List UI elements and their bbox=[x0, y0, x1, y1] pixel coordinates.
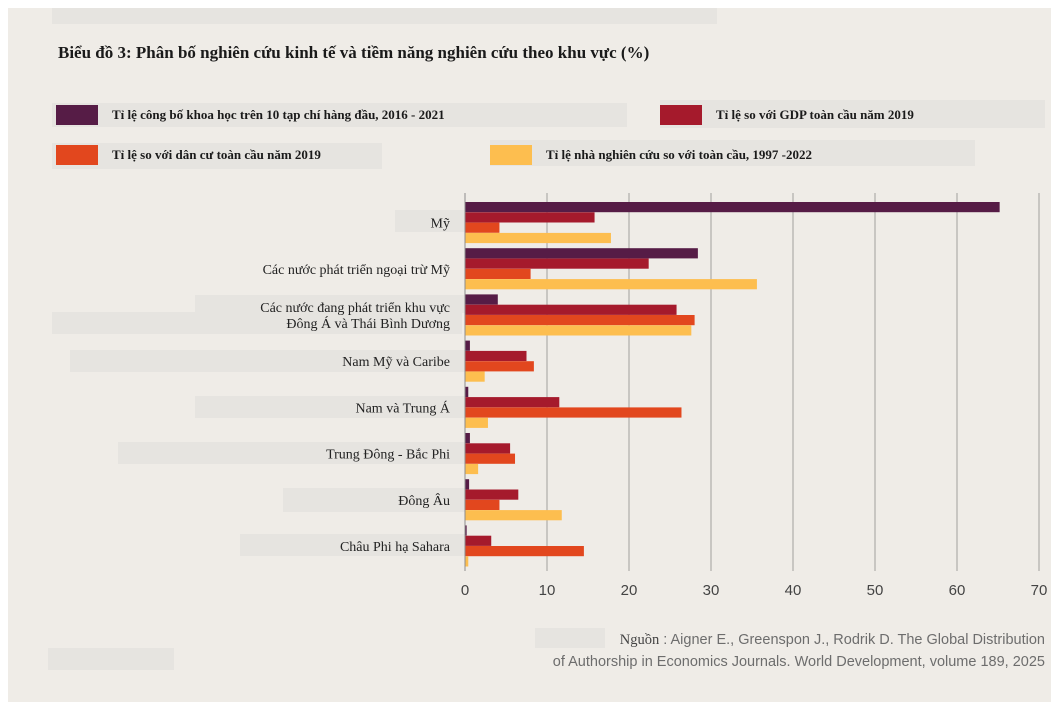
source-line-2: of Authorship in Economics Journals. Wor… bbox=[552, 654, 1045, 670]
bar bbox=[465, 479, 470, 490]
bar bbox=[465, 453, 516, 464]
background-smudge bbox=[52, 143, 382, 169]
background-smudge bbox=[535, 628, 605, 648]
background-smudge bbox=[195, 295, 465, 313]
background-smudge bbox=[240, 534, 465, 556]
bar bbox=[465, 258, 649, 269]
bar bbox=[465, 350, 527, 362]
legend-item-researchers: Tỉ lệ nhà nghiên cứu so với toàn cầu, 19… bbox=[490, 145, 812, 165]
bar bbox=[465, 546, 584, 557]
category-label: Mỹ bbox=[431, 217, 450, 232]
legend-label: Tỉ lệ so với dân cư toàn cầu năm 2019 bbox=[112, 147, 321, 162]
bar bbox=[465, 443, 511, 454]
x-tick-label: 20 bbox=[621, 582, 638, 599]
x-tick-label: 40 bbox=[785, 582, 802, 599]
category-label: Trung Đông - Bắc Phi bbox=[326, 448, 450, 463]
legend-label: Tỉ lệ công bố khoa học trên 10 tạp chí h… bbox=[112, 107, 445, 122]
bar bbox=[465, 407, 682, 418]
bar bbox=[465, 433, 470, 444]
category-label: Đông Âu bbox=[398, 492, 450, 509]
x-tick-label: 50 bbox=[867, 582, 884, 599]
bar bbox=[465, 397, 560, 408]
bar bbox=[465, 232, 611, 244]
bar bbox=[465, 371, 485, 382]
background-smudge bbox=[52, 312, 462, 334]
bar bbox=[465, 268, 531, 279]
background-smudge bbox=[118, 442, 465, 464]
bar bbox=[465, 212, 595, 223]
category-label: Nam và Trung Á bbox=[355, 399, 450, 416]
legend-swatch bbox=[490, 145, 532, 165]
bar bbox=[465, 525, 467, 536]
bar bbox=[465, 556, 469, 567]
bar bbox=[465, 248, 698, 259]
legend-item-gdp: Tỉ lệ so với GDP toàn cầu năm 2019 bbox=[660, 105, 914, 125]
bar bbox=[465, 325, 692, 336]
bar bbox=[465, 294, 498, 305]
bar bbox=[465, 510, 562, 521]
source-prefix: Nguồn bbox=[619, 632, 660, 648]
legend-item-population: Tỉ lệ so với dân cư toàn cầu năm 2019 bbox=[56, 145, 321, 165]
source-note: Nguồn : Aigner E., Greenspon J., Rodrik … bbox=[553, 629, 1045, 673]
background-smudge bbox=[395, 210, 465, 232]
category-label: Nam Mỹ và Caribe bbox=[342, 355, 450, 370]
legend-label: Tỉ lệ nhà nghiên cứu so với toàn cầu, 19… bbox=[546, 147, 813, 162]
bar bbox=[465, 535, 492, 546]
background-smudge bbox=[70, 350, 465, 372]
bar bbox=[465, 315, 695, 326]
category-label: Các nước đang phát triển khu vực bbox=[260, 301, 450, 316]
background-smudge bbox=[490, 140, 975, 166]
legend-swatch bbox=[660, 105, 702, 125]
background-smudge bbox=[48, 648, 174, 670]
x-tick-label: 0 bbox=[461, 582, 469, 599]
bar bbox=[465, 202, 1000, 213]
legend-item-publications: Tỉ lệ công bố khoa học trên 10 tạp chí h… bbox=[56, 105, 445, 125]
category-label: Châu Phi hạ Sahara bbox=[340, 540, 451, 555]
chart-title: Biểu đồ 3: Phân bố nghiên cứu kinh tế và… bbox=[58, 43, 650, 62]
background-smudge bbox=[660, 100, 1045, 128]
source-line-1: : Aigner E., Greenspon J., Rodrik D. The… bbox=[659, 632, 1045, 648]
bar bbox=[465, 304, 677, 315]
bar bbox=[465, 222, 500, 233]
x-tick-label: 70 bbox=[1031, 582, 1048, 599]
bar bbox=[465, 340, 470, 351]
bar bbox=[465, 499, 500, 510]
legend-label: Tỉ lệ so với GDP toàn cầu năm 2019 bbox=[716, 107, 914, 122]
legend-swatch bbox=[56, 145, 98, 165]
x-tick-label: 10 bbox=[539, 582, 556, 599]
category-label: Các nước phát triển ngoại trừ Mỹ bbox=[263, 263, 450, 278]
background-smudge bbox=[52, 8, 717, 24]
x-tick-label: 60 bbox=[949, 582, 966, 599]
bar bbox=[465, 463, 479, 475]
bar bbox=[465, 279, 757, 290]
legend-swatch bbox=[56, 105, 98, 125]
bar bbox=[465, 489, 519, 500]
bar bbox=[465, 361, 534, 372]
bar bbox=[465, 386, 469, 397]
background-smudge bbox=[52, 103, 627, 127]
background-smudge bbox=[283, 488, 465, 512]
bar bbox=[465, 417, 488, 428]
category-label: Đông Á và Thái Bình Dương bbox=[286, 315, 450, 332]
x-tick-label: 30 bbox=[703, 582, 720, 599]
background-smudge bbox=[195, 396, 465, 418]
